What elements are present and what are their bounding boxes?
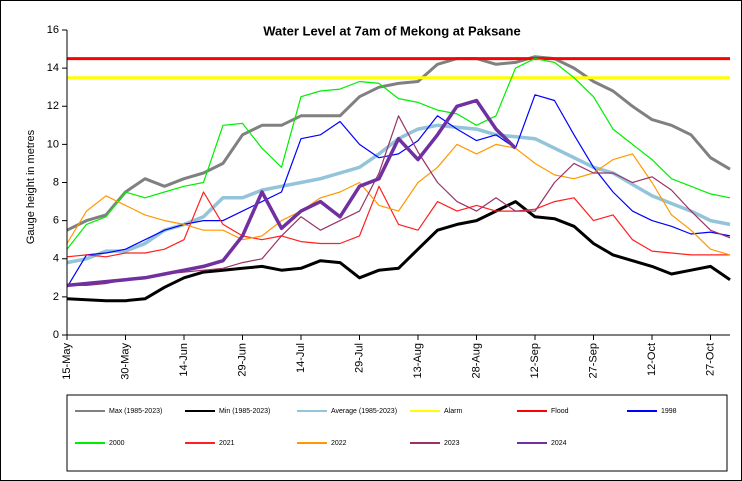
x-tick-label: 14-Jul	[295, 343, 307, 373]
legend-label: Alarm	[444, 408, 462, 415]
legend-label: 2023	[444, 440, 460, 447]
x-tick-label: 27-Oct	[704, 343, 716, 376]
legend-box	[66, 394, 728, 472]
y-tick-label: 10	[47, 138, 59, 150]
y-tick-label: 14	[47, 62, 59, 74]
legend-label: Min (1985-2023)	[219, 408, 270, 415]
x-tick-label: 30-May	[119, 343, 131, 380]
legend-label: 2021	[219, 440, 235, 447]
series-line	[66, 55, 731, 232]
y-tick-label: 8	[53, 176, 59, 188]
y-axis-label: Gauge height in metres	[25, 129, 37, 244]
legend-label: 2000	[109, 440, 125, 447]
x-tick-label: 15-May	[61, 343, 73, 380]
legend-label: Max (1985-2023)	[109, 408, 162, 415]
series-line	[66, 98, 517, 288]
legend-label: Flood	[551, 408, 569, 415]
legend-label: 2024	[551, 440, 567, 447]
x-tick-label: 12-Oct	[646, 343, 658, 376]
series-line	[66, 200, 731, 303]
legend-label: Average (1985-2023)	[331, 408, 397, 415]
x-tick-label: 27-Sep	[587, 343, 599, 378]
y-tick-label: 6	[53, 215, 59, 227]
y-tick-label: 2	[53, 291, 59, 303]
y-tick-label: 4	[53, 253, 59, 265]
y-tick-label: 16	[47, 24, 59, 36]
x-tick-label: 29-Jun	[236, 343, 248, 377]
y-tick-label: 0	[53, 329, 59, 341]
legend-label: 2022	[331, 440, 347, 447]
x-tick-label: 12-Sep	[529, 343, 541, 378]
x-tick-label: 28-Aug	[470, 343, 482, 378]
series-line	[66, 94, 731, 288]
x-tick-label: 14-Jun	[178, 343, 190, 377]
x-tick-label: 13-Aug	[412, 343, 424, 378]
series-line	[66, 143, 731, 256]
x-tick-label: 29-Jul	[353, 343, 365, 373]
chart-title: Water Level at 7am of Mekong at Paksane	[263, 23, 520, 38]
series-line	[66, 185, 730, 258]
legend-label: 1998	[661, 408, 677, 415]
series-line	[66, 58, 731, 250]
y-tick-label: 12	[47, 100, 59, 112]
